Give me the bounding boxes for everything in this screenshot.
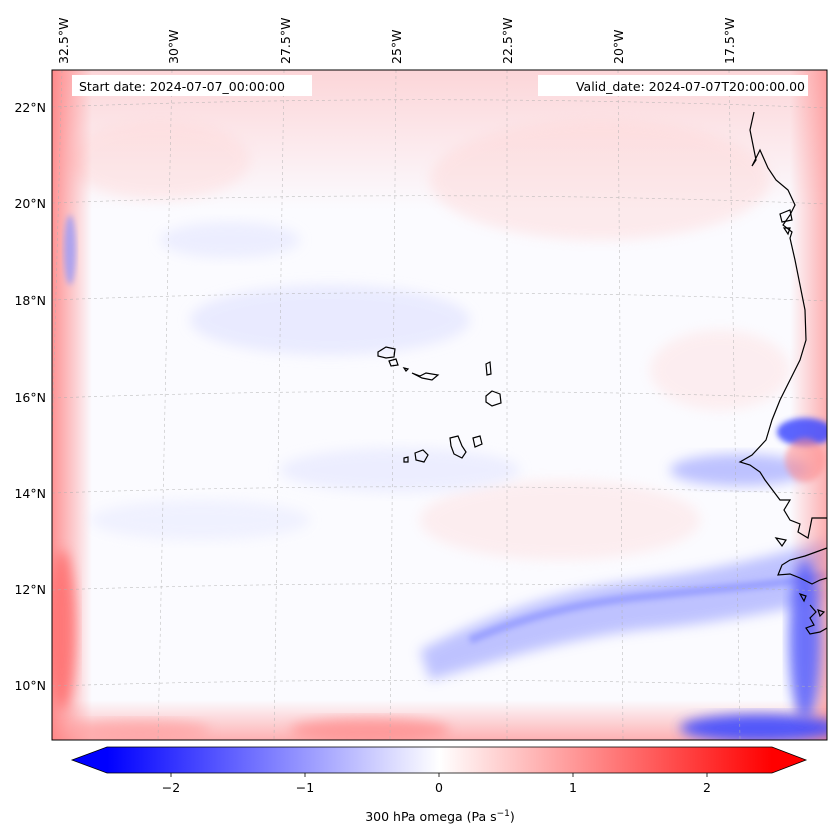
field-se-strong-negative [680, 714, 827, 740]
gridline-lat [52, 292, 827, 302]
gridline-lat [52, 583, 827, 592]
island-santa-luzia [402, 367, 410, 372]
field-pink-patch [420, 480, 700, 560]
coastal-island [798, 592, 807, 603]
valid-date-annotation: Valid_date: 2024-07-07T20:00:00.00 [538, 75, 808, 96]
start-date-text: Start date: 2024-07-07_00:00:00 [79, 79, 285, 94]
colorbar-tick-label: −2 [162, 780, 180, 795]
field-blue-band-core [468, 571, 827, 644]
lat-label: 14°N [14, 486, 46, 501]
colorbar-tick-label: 1 [569, 780, 577, 795]
lat-label: 18°N [14, 293, 46, 308]
island-maio [472, 435, 483, 448]
lon-label: 30°W [166, 29, 181, 64]
coastlines [738, 111, 827, 635]
colorbar-outline [70, 746, 808, 774]
field-east-negative [777, 418, 827, 446]
valid-date-text: Valid_date: 2024-07-07T20:00:00.00 [576, 79, 805, 94]
field-blue-patch [190, 285, 470, 355]
guinea-coastline [805, 604, 827, 635]
island-fogo [414, 449, 429, 463]
start-date-box [72, 75, 312, 96]
field-bottom-positive [70, 720, 210, 740]
field-pink-patch [650, 330, 790, 410]
coastal-island [817, 609, 826, 618]
colorbar-arrow-low [72, 747, 107, 773]
lat-label: 20°N [14, 196, 46, 211]
gridlines [52, 70, 827, 740]
island-boa-vista [485, 390, 502, 407]
lon-label: 27.5°W [278, 18, 293, 64]
map-panel: Start date: 2024-07-07_00:00:00 Valid_da… [51, 69, 828, 741]
lon-label: 32.5°W [56, 18, 71, 64]
gridline-lat [52, 99, 827, 109]
island-santiago [449, 435, 467, 459]
colorbar-fill [107, 747, 772, 773]
island-brava [403, 456, 409, 463]
field-blue-patch [670, 454, 810, 486]
lat-label: 22°N [14, 100, 46, 115]
start-date-annotation: Start date: 2024-07-07_00:00:00 [72, 75, 312, 96]
map-frame [51, 69, 828, 741]
field-blue-band [420, 540, 827, 680]
lon-label: 22.5°W [500, 18, 515, 64]
field-pink-patch [70, 120, 250, 200]
colorbar-ticks [170, 773, 708, 777]
colorbar-title-main: 300 hPa omega (Pa s [365, 809, 496, 824]
gridline-lon [728, 70, 741, 740]
gridline-lat [52, 679, 827, 688]
colorbar-tick-label: 0 [435, 780, 443, 795]
colorbar-title: 300 hPa omega (Pa s−1) [365, 809, 515, 824]
gridline-lon [273, 70, 285, 740]
africa-coastline-south [777, 547, 827, 585]
longitude-labels: 32.5°W 30°W 27.5°W 25°W 22.5°W 20°W 17.5… [56, 18, 737, 64]
coastal-island [774, 537, 787, 548]
field-blue-patch [160, 222, 300, 258]
colorbar-title-sup: −1 [497, 809, 510, 819]
gridline-lat [52, 390, 827, 400]
field-east-positive [785, 438, 825, 482]
gridline-lat [52, 486, 827, 495]
lon-label: 25°W [389, 29, 404, 64]
field-left-negative [64, 215, 76, 285]
cape-verde-islands [377, 346, 502, 463]
gridline-lon [617, 70, 624, 740]
latitude-labels: 22°N 20°N 18°N 16°N 14°N 12°N 10°N [14, 100, 46, 693]
field-left-strong-positive [52, 550, 76, 710]
lon-label: 20°W [611, 29, 626, 64]
gridline-lat [52, 195, 827, 205]
field-blue-patch [90, 500, 310, 540]
colorbar-tick-label: −1 [296, 780, 314, 795]
island-sal [485, 361, 492, 376]
africa-coastline [738, 111, 827, 539]
colorbar-arrow-high [772, 747, 806, 773]
colorbar: −2 −1 0 1 2 300 hPa omega (Pa s−1) [70, 746, 808, 824]
lat-label: 16°N [14, 390, 46, 405]
coastal-island [782, 227, 791, 236]
field-bottom-positive [290, 718, 450, 740]
field-east-strong-negative [789, 560, 821, 720]
colorbar-tick-labels: −2 −1 0 1 2 [162, 780, 711, 795]
island-santo-antao [377, 346, 396, 359]
gridline-lon [389, 70, 397, 740]
lat-label: 10°N [14, 678, 46, 693]
coastal-island [779, 209, 793, 223]
colorbar-title-end: ) [510, 809, 515, 824]
field-pink-patch [430, 120, 770, 240]
colorbar-tick-label: 2 [703, 780, 711, 795]
gridline-lon [157, 70, 173, 740]
island-sao-vicente [388, 358, 399, 367]
lat-label: 12°N [14, 582, 46, 597]
lon-label: 17.5°W [722, 18, 737, 64]
island-sao-nicolau [411, 372, 440, 381]
field-blue-patch [280, 448, 520, 492]
valid-date-box [538, 75, 808, 96]
